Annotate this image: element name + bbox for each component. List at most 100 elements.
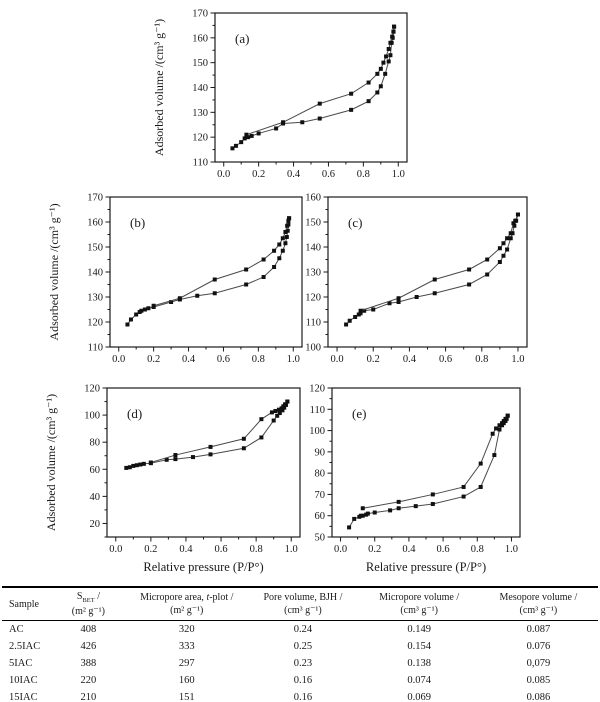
tick-labels: 0.0 0.2 0.4 0.6 0.8 1.0 50 60 70 80 90 100 110 120	[309, 384, 518, 556]
isotherm-plot-e: 0.0 0.2 0.4 0.6 0.8 1.0 50 60 70 80 90 100 110 120 (e)…	[309, 384, 521, 574]
isotherm-plot-c: 0.0 0.2 0.4 0.6 0.8 1.0 100 110 120 130 140 150 160 (…	[305, 193, 528, 366]
svg-text:0.4: 0.4	[403, 354, 417, 365]
panel-label: (a)	[235, 31, 249, 46]
svg-text:150: 150	[192, 58, 208, 69]
svg-text:0.6: 0.6	[214, 544, 227, 555]
svg-text:120: 120	[192, 133, 208, 144]
tick-labels: 0.0 0.2 0.4 0.6 0.8 1.0 20 40 60 80 100 120	[84, 384, 298, 556]
header-line2: (cm³ g⁻¹)	[519, 605, 558, 617]
svg-text:0.8: 0.8	[357, 169, 370, 180]
svg-text:150: 150	[305, 218, 321, 229]
svg-text:40: 40	[90, 492, 101, 503]
svg-text:110: 110	[193, 158, 208, 169]
svg-text:0.2: 0.2	[367, 354, 380, 365]
col-header-sample: Sample	[2, 587, 50, 621]
svg-text:0.6: 0.6	[217, 354, 230, 365]
svg-text:0.0: 0.0	[109, 544, 122, 555]
y-axis-title: Adsorbed volume /(cm³ g⁻¹)	[47, 203, 61, 340]
svg-text:20: 20	[90, 519, 101, 530]
micropore-volume-cell: 0.149	[407, 624, 431, 636]
isotherm-plot-b: 0.0 0.2 0.4 0.6 0.8 1.0 110 120 130 140 150 160 170 (…	[47, 193, 303, 366]
mesopore-volume-cell: 0.085	[526, 675, 551, 687]
isotherm-plot-a: 0.0 0.2 0.4 0.6 0.8 1.0 110 120 130 140 150 160 170 (…	[152, 9, 408, 181]
micropore-volume-cell: 0.074	[407, 675, 431, 687]
panel-label: (c)	[348, 215, 362, 230]
mesopore-volume-cell: 0.076	[526, 641, 551, 653]
svg-text:0.6: 0.6	[437, 544, 450, 555]
svg-text:120: 120	[309, 384, 325, 395]
adsorption-markers	[124, 399, 290, 470]
svg-text:170: 170	[192, 9, 208, 20]
tick-labels: 0.0 0.2 0.4 0.6 0.8 1.0 110 120 130 140 150 160 170	[87, 193, 300, 366]
chart-panel-e: 0.0 0.2 0.4 0.6 0.8 1.0 50 60 70 80 90 100 110 120 (e)…	[296, 380, 532, 586]
tick-labels: 0.0 0.2 0.4 0.6 0.8 1.0 110 120 130 140 150 160 170	[192, 9, 405, 181]
pore-volume-cell: 0.25	[293, 641, 313, 653]
desorption-curve	[360, 214, 519, 312]
axis-ticks	[102, 387, 292, 542]
desorption-markers	[148, 399, 290, 465]
table-body: AC 408 320 0.24 0.149 0.087 2.5IAC 426 3…	[2, 621, 598, 702]
svg-text:0.4: 0.4	[402, 544, 416, 555]
mesopore-volume-cell: 0.087	[526, 624, 551, 636]
pore-volume-cell: 0.24	[293, 624, 313, 636]
adsorption-markers	[125, 216, 292, 327]
header-line2: (cm³ g⁻¹)	[400, 605, 438, 617]
svg-text:160: 160	[192, 33, 208, 44]
tick-labels: 0.0 0.2 0.4 0.6 0.8 1.0 100 110 120 130 140 150 160	[305, 193, 524, 366]
sample-cell: AC	[9, 624, 24, 636]
svg-text:0.6: 0.6	[322, 169, 335, 180]
sample-cell: 2.5IAC	[9, 641, 41, 653]
svg-text:140: 140	[305, 243, 321, 254]
mesopore-volume-cell: 0,079	[526, 658, 551, 670]
svg-text:0.4: 0.4	[287, 169, 301, 180]
sbet-cell: 426	[80, 641, 97, 653]
svg-text:140: 140	[192, 83, 208, 94]
svg-text:110: 110	[310, 405, 325, 416]
svg-text:60: 60	[315, 511, 326, 522]
svg-text:1.0: 1.0	[285, 544, 298, 555]
header-line1: Micropore volume /	[379, 592, 460, 604]
header-line2: (cm³ g⁻¹)	[284, 605, 322, 617]
micropore-volume-cell: 0.138	[407, 658, 431, 670]
svg-text:0.2: 0.2	[144, 544, 157, 555]
svg-text:130: 130	[192, 108, 208, 119]
x-axis-title: Relative pressure (P/P°)	[366, 560, 486, 574]
pore-volume-cell: 0.16	[293, 675, 313, 687]
svg-text:170: 170	[87, 193, 103, 204]
header-text: Sample	[9, 598, 39, 610]
chart-panel-c: 0.0 0.2 0.4 0.6 0.8 1.0 100 110 120 130 140 150 160 (…	[292, 189, 539, 378]
y-axis-title: Adsorbed volume /(cm³ g⁻¹)	[44, 394, 58, 531]
svg-text:50: 50	[315, 533, 326, 544]
svg-text:0.0: 0.0	[334, 544, 347, 555]
adsorption-curve	[126, 401, 288, 469]
sample-cell: 10IAC	[9, 675, 38, 687]
table-row: 5IAC 388 297 0.23 0.138 0,079	[2, 655, 598, 672]
y-axis-title: Adsorbed volume /(cm³ g⁻¹)	[152, 19, 166, 156]
svg-text:0.0: 0.0	[112, 354, 125, 365]
svg-text:0.4: 0.4	[182, 354, 196, 365]
svg-text:1.0: 1.0	[392, 169, 405, 180]
axis-ticks	[105, 196, 294, 352]
mesopore-volume-cell: 0.086	[526, 692, 551, 702]
sbet-cell: 210	[80, 692, 97, 702]
svg-text:1.0: 1.0	[505, 544, 518, 555]
svg-text:0.2: 0.2	[368, 544, 381, 555]
micropore-area-cell: 320	[178, 624, 195, 636]
desorption-curve	[150, 401, 288, 463]
sbet-cell: 388	[80, 658, 97, 670]
desorption-markers	[151, 216, 292, 308]
chart-panel-a: 0.0 0.2 0.4 0.6 0.8 1.0 110 120 130 140 150 160 170 (…	[150, 5, 417, 189]
svg-text:0.8: 0.8	[475, 354, 488, 365]
svg-text:0.4: 0.4	[179, 544, 193, 555]
panel-label: (e)	[352, 406, 366, 421]
sample-cell: 5IAC	[9, 658, 33, 670]
svg-text:160: 160	[305, 193, 321, 204]
desorption-curve	[153, 218, 290, 307]
chart-panel-b: 0.0 0.2 0.4 0.6 0.8 1.0 110 120 130 140 150 160 170 (…	[22, 189, 312, 378]
col-header-micropore-volume: Micropore volume / (cm³ g⁻¹)	[360, 587, 479, 621]
adsorption-markers	[347, 413, 510, 530]
svg-text:80: 80	[315, 469, 326, 480]
adsorption-curve	[232, 26, 395, 149]
x-axis-title: Relative pressure (P/P°)	[143, 560, 263, 574]
